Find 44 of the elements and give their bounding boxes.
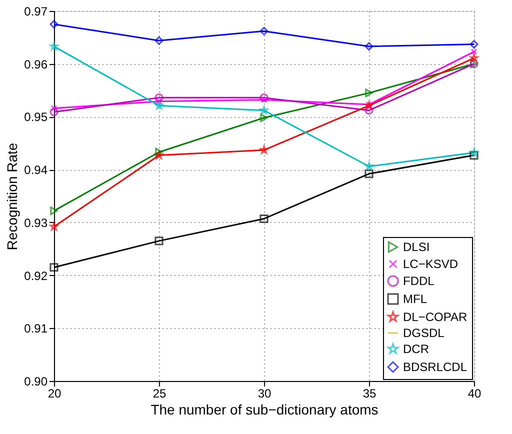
legend-label: MFL [403,292,428,306]
x-tick-label: 35 [362,386,376,400]
x-tick-label: 40 [468,386,482,400]
x-tick-label: 30 [258,386,272,400]
x-tick-label: 25 [152,386,166,400]
point [260,96,268,104]
legend-label: FDDL [403,274,435,288]
point [364,106,374,115]
point [155,148,163,156]
point [260,26,268,36]
y-tick-label: 0.97 [24,4,48,18]
y-tick-label: 0.96 [24,57,48,72]
point [154,236,164,246]
legend-label: BDSRLCDL [403,360,468,374]
legend-label: LC−KSVD [403,257,458,271]
legend-label: DCR [403,342,430,356]
y-tick-label: 0.93 [24,216,48,230]
point [260,113,268,122]
legend-label: DL−COPAR [403,310,468,324]
legend-label: DLSI [403,240,430,254]
y-tick-label: 0.95 [24,110,48,124]
legend-label: DGSDL [403,326,445,340]
point [50,263,58,272]
point [50,20,58,28]
point [470,40,478,49]
y-tick-label: 0.92 [24,268,48,283]
point [260,93,268,102]
y-tick-label: 0.94 [24,163,48,178]
y-axis-title: Recognition Rate [4,142,20,250]
x-axis-title: The number of sub−dictionary atoms [150,402,378,418]
point [365,88,373,98]
y-tick-label: 0.90 [24,374,48,388]
point [364,170,374,178]
point [260,214,268,224]
point [470,48,478,55]
point [470,151,478,160]
point [154,93,164,102]
point [50,108,58,116]
point [364,42,374,51]
point [154,36,164,45]
point [50,105,58,112]
point [50,206,58,216]
y-tick-label: 0.91 [24,322,48,336]
x-tick-label: 20 [48,386,62,400]
